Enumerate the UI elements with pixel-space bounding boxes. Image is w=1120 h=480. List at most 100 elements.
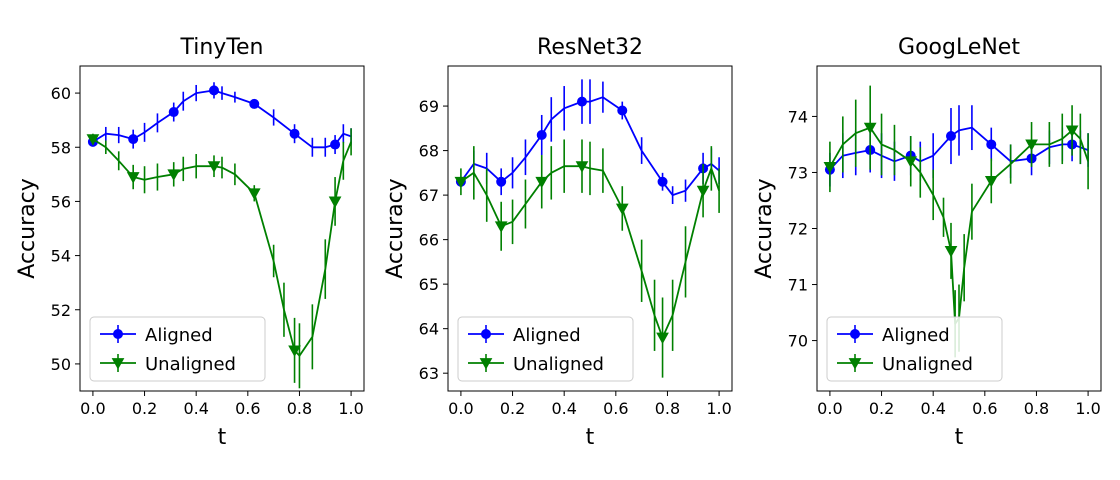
- y-tick-label: 67: [419, 186, 439, 205]
- legend-marker: [111, 358, 125, 370]
- series-aligned: [455, 79, 720, 205]
- data-point: [207, 161, 221, 173]
- y-tick-label: 69: [419, 97, 439, 116]
- y-tick-label: 65: [419, 275, 439, 294]
- x-tick-label: 0.2: [500, 399, 525, 418]
- data-point: [167, 169, 181, 181]
- data-point: [986, 139, 997, 150]
- data-point: [863, 122, 877, 135]
- legend-item-unaligned: Unaligned: [837, 354, 973, 375]
- chart-panel-googlenet: GoogLeNet 0.0 0.2 0.4 0.6 0.8 1.0 70 71 72 73 74 t Ac…: [752, 35, 1102, 450]
- x-tick-label: 1.0: [338, 399, 363, 418]
- y-axis-label: Accuracy: [383, 178, 408, 278]
- legend-item-aligned: Aligned: [468, 325, 581, 346]
- data-point: [535, 176, 549, 189]
- x-tick-label: 0.8: [287, 399, 312, 418]
- legend-item-unaligned: Unaligned: [468, 354, 604, 375]
- data-point: [454, 176, 468, 189]
- data-point: [249, 98, 260, 109]
- data-point: [904, 156, 918, 168]
- x-tick-label: 0.6: [972, 399, 997, 418]
- x-tick-label: 0.8: [1024, 399, 1049, 418]
- legend-box: [457, 316, 634, 382]
- legend-label: Unaligned: [145, 354, 236, 375]
- x-tick-label: 0.0: [817, 399, 842, 418]
- data-point: [1065, 125, 1079, 137]
- x-tick-label: 0.4: [920, 399, 945, 418]
- legend-label: Unaligned: [513, 354, 604, 375]
- x-axis-label: t: [218, 425, 227, 450]
- legend-marker: [848, 358, 862, 370]
- y-tick-label: 72: [788, 220, 808, 239]
- y-axis-label: Accuracy: [15, 178, 40, 278]
- y-tick-label: 63: [419, 364, 439, 383]
- chart-title: GoogLeNet: [898, 35, 1020, 60]
- legend-label: Aligned: [513, 325, 581, 346]
- legend-marker: [113, 329, 123, 339]
- chart-title: TinyTen: [179, 35, 263, 60]
- data-point: [1025, 139, 1038, 151]
- legend-marker: [479, 358, 493, 370]
- y-tick-label: 71: [788, 276, 808, 295]
- series-aligned: [87, 82, 352, 157]
- legend-box: [826, 316, 1003, 382]
- y-tick-label: 54: [51, 247, 71, 266]
- data-point: [496, 176, 507, 187]
- data-point: [617, 105, 628, 116]
- series-unaligned: [454, 139, 720, 378]
- x-tick-label: 0.2: [869, 399, 894, 418]
- plot-frame: [447, 65, 733, 392]
- data-point: [575, 161, 589, 173]
- y-axis-label: Accuracy: [752, 178, 777, 278]
- x-tick-label: 1.0: [706, 399, 731, 418]
- series-unaligned: [86, 128, 352, 389]
- legend-item-aligned: Aligned: [837, 325, 950, 346]
- y-tick-label: 74: [788, 107, 808, 126]
- data-point: [494, 221, 508, 233]
- chart-panel-resnet32: ResNet32 0.0 0.2 0.4 0.6 0.8 1.0 63 64 65 66 67 68 69…: [383, 35, 733, 450]
- data-point: [288, 345, 301, 357]
- data-point: [945, 131, 956, 142]
- y-tick-label: 60: [51, 84, 71, 103]
- y-tick-label: 70: [788, 332, 808, 351]
- y-tick-label: 52: [51, 301, 71, 320]
- legend-label: Aligned: [882, 325, 950, 346]
- data-point: [126, 172, 140, 184]
- legend: Aligned Unaligned: [826, 316, 1003, 382]
- series-line: [92, 138, 352, 357]
- y-tick-label: 68: [419, 142, 439, 161]
- data-point: [328, 196, 342, 208]
- data-point: [944, 246, 958, 258]
- legend-item-unaligned: Unaligned: [100, 354, 236, 375]
- y-tick-label: 66: [419, 231, 439, 250]
- plot-area: [86, 82, 352, 389]
- x-tick-label: 0.2: [132, 399, 157, 418]
- data-point: [168, 107, 179, 118]
- legend: Aligned Unaligned: [457, 316, 634, 382]
- x-tick-label: 0.0: [448, 399, 473, 418]
- legend-item-aligned: Aligned: [100, 325, 213, 346]
- chart-title: ResNet32: [537, 35, 643, 60]
- x-tick-label: 0.0: [80, 399, 105, 418]
- plot-frame: [816, 65, 1102, 392]
- legend-label: Aligned: [145, 325, 213, 346]
- x-tick-label: 0.6: [603, 399, 628, 418]
- legend-label: Unaligned: [882, 354, 973, 375]
- x-axis-label: t: [586, 425, 595, 450]
- y-tick-label: 73: [788, 163, 808, 182]
- data-point: [823, 161, 837, 174]
- data-point: [330, 139, 341, 150]
- data-point: [984, 175, 998, 188]
- data-point: [656, 332, 669, 345]
- data-point: [128, 134, 139, 145]
- data-point: [536, 130, 547, 141]
- data-point: [615, 203, 629, 215]
- data-point: [86, 134, 100, 146]
- data-point: [289, 128, 300, 139]
- legend: Aligned Unaligned: [89, 316, 266, 382]
- y-tick-label: 58: [51, 138, 71, 157]
- x-axis-label: t: [955, 425, 964, 450]
- data-point: [657, 176, 668, 187]
- plot-area: [454, 79, 720, 378]
